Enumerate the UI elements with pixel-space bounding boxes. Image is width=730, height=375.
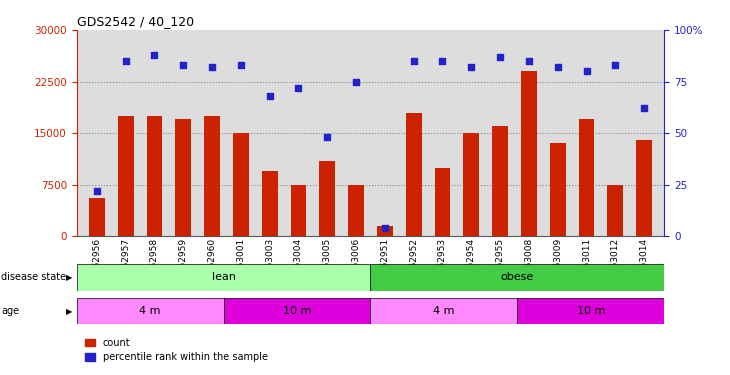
Point <box>206 64 218 70</box>
Bar <box>147 116 162 236</box>
Bar <box>233 133 249 236</box>
Text: ▶: ▶ <box>66 307 72 316</box>
Bar <box>492 126 508 236</box>
Text: 4 m: 4 m <box>433 306 455 316</box>
Point <box>177 62 189 68</box>
Point <box>264 93 275 99</box>
Bar <box>637 140 652 236</box>
Bar <box>175 119 191 236</box>
Text: GDS2542 / 40_120: GDS2542 / 40_120 <box>77 15 193 28</box>
Point <box>149 52 161 58</box>
Text: age: age <box>1 306 20 316</box>
Point <box>437 58 448 64</box>
Point <box>523 58 535 64</box>
Point <box>466 64 477 70</box>
Point <box>350 79 362 85</box>
Bar <box>579 119 594 236</box>
Bar <box>521 71 537 236</box>
Bar <box>406 112 422 236</box>
Bar <box>518 298 664 324</box>
Bar <box>464 133 479 236</box>
Bar <box>319 160 335 236</box>
Text: lean: lean <box>212 273 236 282</box>
Point <box>408 58 420 64</box>
Point <box>235 62 247 68</box>
Bar <box>89 198 104 236</box>
Point <box>293 85 304 91</box>
Point <box>120 58 131 64</box>
Bar <box>77 298 223 324</box>
Point <box>580 68 592 74</box>
Bar <box>204 116 220 236</box>
Point <box>638 105 650 111</box>
Bar <box>371 298 518 324</box>
Point <box>552 64 564 70</box>
Bar <box>262 171 277 236</box>
Bar <box>348 185 364 236</box>
Bar <box>550 144 566 236</box>
Point <box>494 54 506 60</box>
Point <box>379 225 391 231</box>
Bar <box>223 298 371 324</box>
Bar <box>371 264 664 291</box>
Bar <box>77 264 371 291</box>
Bar <box>291 185 307 236</box>
Bar <box>377 226 393 236</box>
Bar <box>434 168 450 236</box>
Text: 4 m: 4 m <box>139 306 161 316</box>
Bar <box>118 116 134 236</box>
Point <box>321 134 333 140</box>
Text: 10 m: 10 m <box>577 306 605 316</box>
Point <box>91 188 103 194</box>
Text: disease state: disease state <box>1 273 66 282</box>
Text: ▶: ▶ <box>66 273 72 282</box>
Text: obese: obese <box>501 273 534 282</box>
Point <box>610 62 621 68</box>
Text: 10 m: 10 m <box>283 306 311 316</box>
Legend: count, percentile rank within the sample: count, percentile rank within the sample <box>82 334 272 366</box>
Bar <box>607 185 623 236</box>
